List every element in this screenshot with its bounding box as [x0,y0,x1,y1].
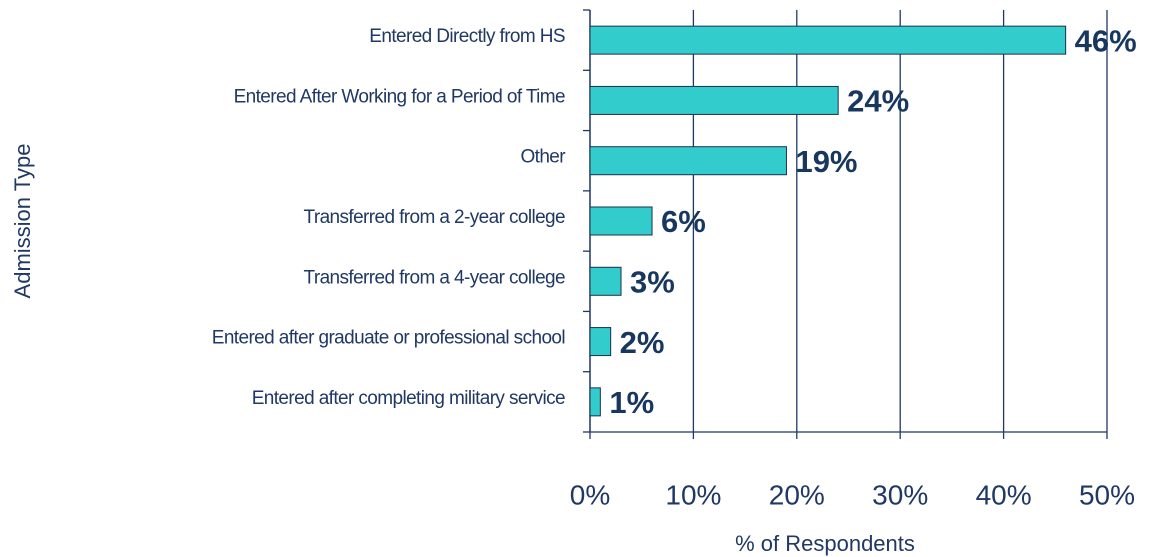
bar [589,387,601,417]
x-tick-label: 40% [976,479,1032,510]
y-tick-label: Entered after graduate or professional s… [212,328,565,349]
x-tick-label: 50% [1079,479,1135,510]
value-label: 24% [847,84,909,119]
bar [589,25,1067,55]
y-tick-label: Transferred from a 2-year college [304,207,565,228]
bar [589,327,612,357]
x-axis-title: % of Respondents [735,531,915,556]
y-tick-label: Other [520,147,566,168]
y-tick-label: Transferred from a 4-year college [304,267,565,288]
x-tick-label: 10% [665,479,721,510]
y-axis-title: Admission Type [10,144,35,299]
x-tick-label: 30% [872,479,928,510]
value-label: 2% [620,325,665,360]
y-tick-label: Entered After Working for a Period of Ti… [234,86,565,107]
value-label: 46% [1075,23,1137,58]
bar [589,266,622,296]
value-label: 3% [630,264,675,299]
value-label: 6% [661,204,706,239]
bar [589,85,839,115]
x-tick-label: 20% [769,479,825,510]
y-tick-label: Entered after completing military servic… [252,388,565,409]
value-label: 19% [795,144,857,179]
bar [589,146,787,176]
x-tick-label: 0% [570,479,610,510]
y-tick-label: Entered Directly from HS [369,26,565,47]
value-label: 1% [609,385,654,420]
bar [589,206,653,236]
